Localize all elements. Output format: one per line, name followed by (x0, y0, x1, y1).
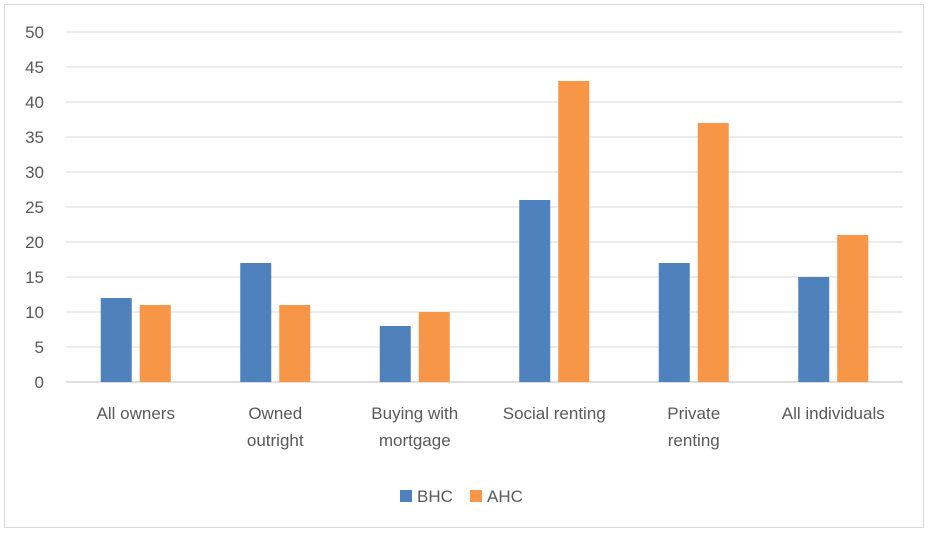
legend-label: AHC (487, 487, 523, 506)
y-tick-label: 0 (35, 373, 44, 392)
bar-bhc-1 (240, 263, 272, 382)
bar-ahc-4 (697, 123, 729, 382)
bar-bhc-2 (379, 326, 411, 382)
x-axis: All owners Owned outright Buying with mortga… (97, 404, 885, 450)
bar-bhc-4 (658, 263, 690, 382)
gridlines (66, 31, 903, 383)
legend-swatch (400, 490, 412, 502)
legend-item-bhc: BHC (400, 487, 453, 506)
y-tick-label: 10 (25, 303, 44, 322)
y-tick-label: 25 (25, 198, 44, 217)
x-tick-label: All individuals (782, 404, 885, 423)
y-tick-label: 30 (25, 163, 44, 182)
x-tick-label: Owned (248, 404, 302, 423)
y-axis-ticks: 0 5 10 15 20 25 30 35 40 45 50 (25, 23, 44, 392)
legend: BHC AHC (400, 487, 523, 506)
chart-frame (4, 4, 924, 528)
x-tick-label: Social renting (503, 404, 606, 423)
bar-ahc-1 (279, 305, 311, 382)
y-tick-label: 50 (25, 23, 44, 42)
legend-swatch (470, 490, 482, 502)
y-tick-label: 15 (25, 268, 44, 287)
x-tick-label: All owners (97, 404, 175, 423)
y-tick-label: 40 (25, 93, 44, 112)
y-tick-label: 5 (35, 338, 44, 357)
y-tick-label: 20 (25, 233, 44, 252)
y-tick-label: 45 (25, 58, 44, 77)
legend-item-ahc: AHC (470, 487, 523, 506)
x-tick-label: Private (667, 404, 720, 423)
bar-ahc-2 (418, 312, 450, 382)
bar-bhc-3 (519, 200, 551, 382)
bar-bhc-0 (100, 298, 132, 382)
bar-ahc-5 (837, 235, 869, 382)
bar-ahc-3 (558, 81, 590, 382)
x-tick-label: outright (247, 431, 304, 450)
x-tick-label: mortgage (379, 431, 451, 450)
bar-ahc-0 (139, 305, 171, 382)
bar-bhc-5 (798, 277, 830, 382)
y-tick-label: 35 (25, 128, 44, 147)
x-tick-label: Buying with (371, 404, 458, 423)
bars (100, 81, 869, 382)
x-tick-label: renting (668, 431, 720, 450)
legend-label: BHC (417, 487, 453, 506)
